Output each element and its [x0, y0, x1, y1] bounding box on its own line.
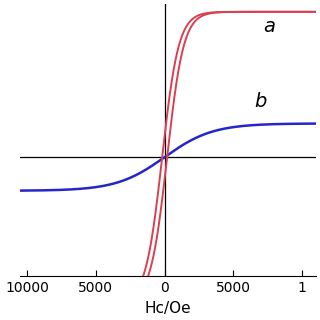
X-axis label: Hc/Oe: Hc/Oe — [145, 301, 191, 316]
Text: b: b — [254, 92, 266, 111]
Text: a: a — [264, 17, 276, 36]
